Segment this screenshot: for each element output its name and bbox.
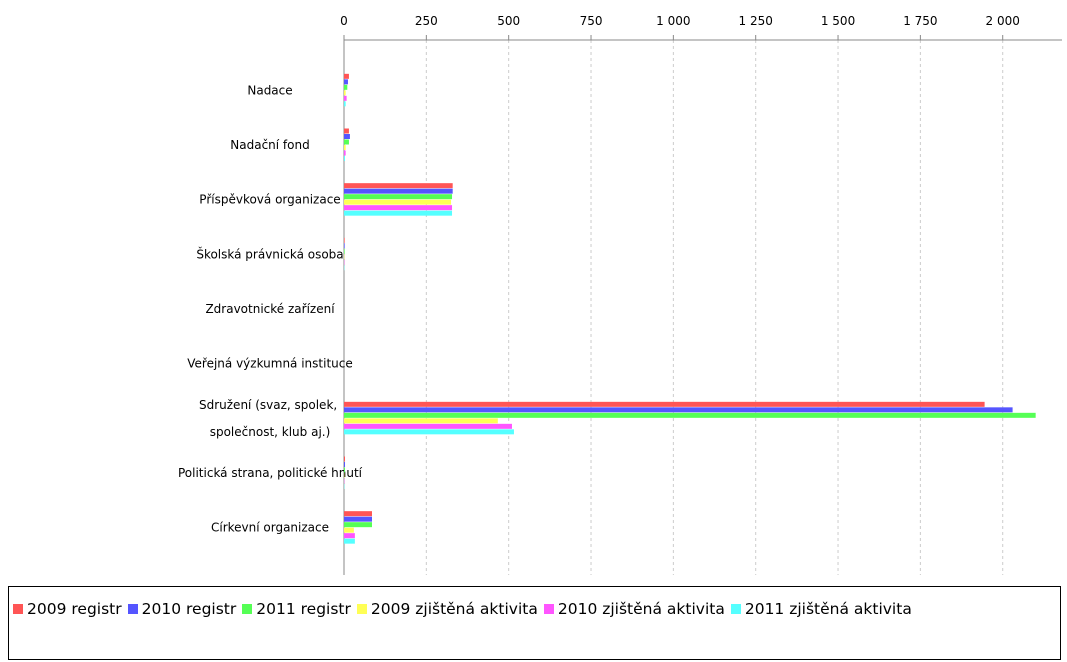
bar xyxy=(344,248,345,254)
legend-label: 2009 zjištěná aktivita xyxy=(370,600,538,618)
y-tick-label: Příspěvková organizace xyxy=(199,193,340,207)
bar xyxy=(344,462,345,467)
bar xyxy=(344,456,345,462)
bar xyxy=(344,210,453,216)
x-tick-label: 750 xyxy=(580,14,603,28)
legend-item: 2009 registr xyxy=(13,593,122,625)
bar xyxy=(344,205,453,211)
legend-swatch xyxy=(242,604,253,614)
bar xyxy=(344,150,346,156)
bar xyxy=(344,194,453,200)
bar xyxy=(344,522,372,528)
legend-item: 2010 zjištěná aktivita xyxy=(543,593,725,625)
bar xyxy=(344,156,345,161)
bar xyxy=(344,188,453,194)
y-tick-label: Zdravotnické zařízení xyxy=(205,302,335,316)
bar xyxy=(344,128,349,134)
bar xyxy=(344,527,354,533)
legend-item: 2010 registr xyxy=(127,593,237,625)
x-tick-label: 1 500 xyxy=(821,14,855,28)
y-tick-label: Nadace xyxy=(247,83,292,97)
bar xyxy=(344,237,345,243)
bar xyxy=(344,516,372,522)
bar xyxy=(344,90,346,96)
bar xyxy=(344,412,1036,418)
chart: 0 250 500 750 1 000 1 250 1 500 1 750 2 000 Nadac… xyxy=(178,14,1062,575)
bar xyxy=(344,511,372,517)
bar xyxy=(344,79,348,85)
bar xyxy=(344,139,349,145)
y-tick-label: Církevní organizace xyxy=(211,521,329,535)
legend-swatch xyxy=(730,604,741,614)
bar xyxy=(344,243,345,249)
bar xyxy=(344,401,985,407)
bar xyxy=(344,134,350,139)
legend-swatch xyxy=(356,604,367,614)
legend-item: 2011 zjištěná aktivita xyxy=(730,593,912,625)
legend-label: 2011 zjištěná aktivita xyxy=(744,600,912,618)
legend-label: 2010 registr xyxy=(141,600,237,618)
y-tick-label: Sdružení (svaz, spolek, společnost, klub… xyxy=(199,398,341,439)
bar xyxy=(344,407,1013,413)
x-tick-label: 2 000 xyxy=(986,14,1020,28)
x-tick-label: 500 xyxy=(497,14,520,28)
x-tick-label: 1 000 xyxy=(656,14,690,28)
x-tick-label: 1 250 xyxy=(739,14,773,28)
y-tick-label: Veřejná výzkumná instituce xyxy=(187,357,353,371)
legend-label: 2011 registr xyxy=(256,600,351,618)
legend-label: 2009 registr xyxy=(27,600,122,618)
bar xyxy=(344,467,345,473)
bar xyxy=(344,199,452,205)
x-tick-label: 250 xyxy=(415,14,438,28)
legend-item: 2011 registr xyxy=(242,593,351,625)
bar xyxy=(344,101,346,107)
x-tick-label: 0 xyxy=(340,14,348,28)
bar xyxy=(344,538,355,544)
y-tick-label: Nadační fond xyxy=(230,138,309,152)
bar xyxy=(344,84,348,90)
bar xyxy=(344,429,514,435)
y-tick-label: Školská právnická osoba xyxy=(196,246,343,261)
bar xyxy=(344,183,453,189)
bar xyxy=(344,145,346,150)
x-tick-label: 1 750 xyxy=(903,14,937,28)
bar xyxy=(344,73,349,79)
bar xyxy=(344,533,355,539)
legend-swatch xyxy=(543,604,554,614)
legend-swatch xyxy=(13,604,23,614)
legend-item: 2009 zjištěná aktivita xyxy=(356,593,538,625)
bar xyxy=(344,423,512,429)
bar xyxy=(344,95,347,101)
legend-swatch xyxy=(127,604,138,614)
y-tick-label: Politická strana, politické hnutí xyxy=(178,466,363,480)
legend-label: 2010 zjištěná aktivita xyxy=(557,600,725,618)
legend: 2009 registr 2010 registr 2011 registr 2009… xyxy=(8,586,1061,660)
bar xyxy=(344,418,498,424)
